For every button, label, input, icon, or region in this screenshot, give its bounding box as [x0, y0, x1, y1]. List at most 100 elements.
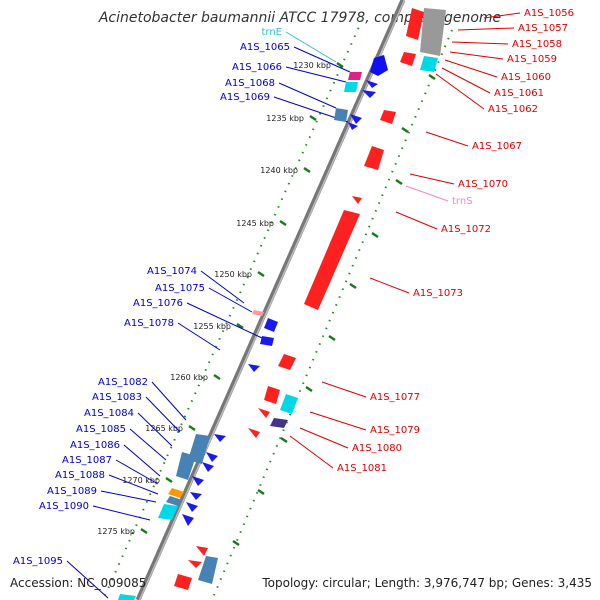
gene-label[interactable]: A1S_1061 [494, 88, 544, 99]
gene-label[interactable]: A1S_1081 [337, 463, 387, 474]
gene-label[interactable]: A1S_1079 [370, 425, 420, 436]
gene-label[interactable]: A1S_1073 [413, 288, 463, 299]
kbp-tick-mark [303, 166, 311, 174]
kbp-tick-mark [165, 476, 173, 484]
gene-label[interactable]: A1S_1070 [458, 179, 508, 190]
gene-leader-line [129, 428, 167, 461]
gene-label[interactable]: A1S_1083 [92, 392, 142, 403]
gene-leader-line [285, 31, 337, 63]
gene-block[interactable] [420, 8, 446, 56]
gene-block[interactable] [352, 196, 362, 204]
gene-block[interactable] [270, 418, 288, 428]
gene-label[interactable]: A1S_1069 [220, 92, 270, 103]
gene-block[interactable] [196, 546, 208, 556]
gene-block[interactable] [366, 80, 378, 88]
gene-label[interactable]: A1S_1058 [512, 39, 562, 50]
gene-block[interactable] [362, 90, 376, 98]
gene-block[interactable] [350, 114, 362, 124]
gene-block[interactable] [420, 56, 438, 72]
gene-block[interactable] [304, 210, 360, 310]
gene-label[interactable]: A1S_1074 [147, 266, 197, 277]
gene-label[interactable]: A1S_1060 [501, 72, 551, 83]
gene-block[interactable] [364, 146, 384, 170]
gene-block[interactable] [344, 82, 358, 92]
gene-label[interactable]: A1S_1075 [155, 283, 205, 294]
gene-leader-line [151, 381, 187, 421]
topology-text: Topology: circular; Length: 3,976,747 bp… [262, 576, 592, 590]
forward-tick-mark [280, 436, 288, 444]
gene-block[interactable] [188, 560, 202, 568]
gene-block[interactable] [166, 496, 182, 506]
gene-label[interactable]: A1S_1076 [133, 298, 183, 309]
gene-block[interactable] [202, 462, 214, 472]
gene-label[interactable]: A1S_1067 [472, 141, 522, 152]
gene-block[interactable] [190, 492, 202, 500]
gene-block[interactable] [264, 386, 280, 404]
gene-block[interactable] [192, 476, 204, 486]
gene-leader-line [395, 211, 438, 230]
gene-label[interactable]: A1S_1059 [507, 54, 557, 65]
genome-backbone-highlight [138, 0, 406, 600]
gene-block[interactable] [260, 336, 274, 346]
gene-label[interactable]: A1S_1077 [370, 392, 420, 403]
gene-block[interactable] [182, 514, 194, 526]
gene-label[interactable]: A1S_1068 [225, 78, 275, 89]
gene-label[interactable]: A1S_1088 [55, 470, 105, 481]
gene-leader-line [208, 287, 253, 313]
gene-block[interactable] [206, 452, 218, 462]
gene-label[interactable]: A1S_1086 [70, 440, 120, 451]
gene-label[interactable]: A1S_1085 [76, 424, 126, 435]
gene-label[interactable]: A1S_1078 [124, 318, 174, 329]
gene-block[interactable] [176, 452, 196, 480]
gene-block[interactable] [278, 354, 296, 370]
gene-label[interactable]: A1S_1072 [441, 224, 491, 235]
kbp-tick-mark [140, 527, 148, 535]
gene-block[interactable] [252, 310, 264, 316]
gene-block[interactable] [380, 110, 396, 124]
gene-label[interactable]: trnE [261, 27, 282, 38]
gene-leader-line [369, 277, 410, 294]
gene-block[interactable] [258, 408, 270, 418]
gene-block[interactable] [264, 318, 278, 332]
gene-block[interactable] [158, 504, 178, 520]
gene-block[interactable] [348, 72, 362, 80]
gene-label[interactable]: A1S_1080 [352, 443, 402, 454]
gene-label[interactable]: A1S_1082 [98, 377, 148, 388]
gene-leader-line [435, 73, 485, 110]
gene-label[interactable]: A1S_1066 [232, 62, 282, 73]
gene-block[interactable] [348, 122, 358, 130]
gene-leader-line [186, 302, 263, 339]
kbp-tick-label: 1275 kbp [97, 527, 135, 536]
gene-label[interactable]: A1S_1095 [13, 556, 63, 567]
gene-block[interactable] [370, 55, 388, 76]
gene-block[interactable] [214, 434, 226, 442]
gene-label[interactable]: A1S_1090 [39, 501, 89, 512]
gene-block[interactable] [248, 428, 260, 438]
gene-label[interactable]: A1S_1062 [488, 104, 538, 115]
gene-label[interactable]: A1S_1084 [84, 408, 134, 419]
gene-label[interactable]: A1S_1056 [524, 8, 574, 19]
forward-guide-track [211, 29, 453, 600]
gene-label[interactable]: A1S_1057 [518, 23, 568, 34]
gene-block[interactable] [186, 502, 198, 512]
gene-leader-line [299, 427, 349, 449]
gene-block[interactable] [174, 574, 192, 590]
kbp-tick-label: 1270 kbp [122, 476, 160, 485]
forward-features [174, 8, 446, 590]
gene-block[interactable] [406, 8, 424, 40]
gene-block[interactable] [334, 108, 348, 122]
gene-leader-line [145, 396, 181, 433]
kbp-tick-label: 1240 kbp [260, 166, 298, 175]
gene-block[interactable] [198, 556, 218, 584]
gene-label[interactable]: A1S_1065 [240, 42, 290, 53]
gene-block[interactable] [400, 52, 416, 66]
forward-tick-mark [328, 334, 336, 342]
gene-block[interactable] [118, 594, 136, 600]
gene-label[interactable]: trnS [452, 196, 473, 207]
gene-leader-line [293, 46, 351, 73]
gene-label[interactable]: A1S_1089 [47, 486, 97, 497]
gene-block[interactable] [280, 394, 298, 414]
gene-label[interactable]: A1S_1087 [62, 455, 112, 466]
gene-block[interactable] [168, 488, 184, 498]
gene-block[interactable] [248, 364, 260, 372]
